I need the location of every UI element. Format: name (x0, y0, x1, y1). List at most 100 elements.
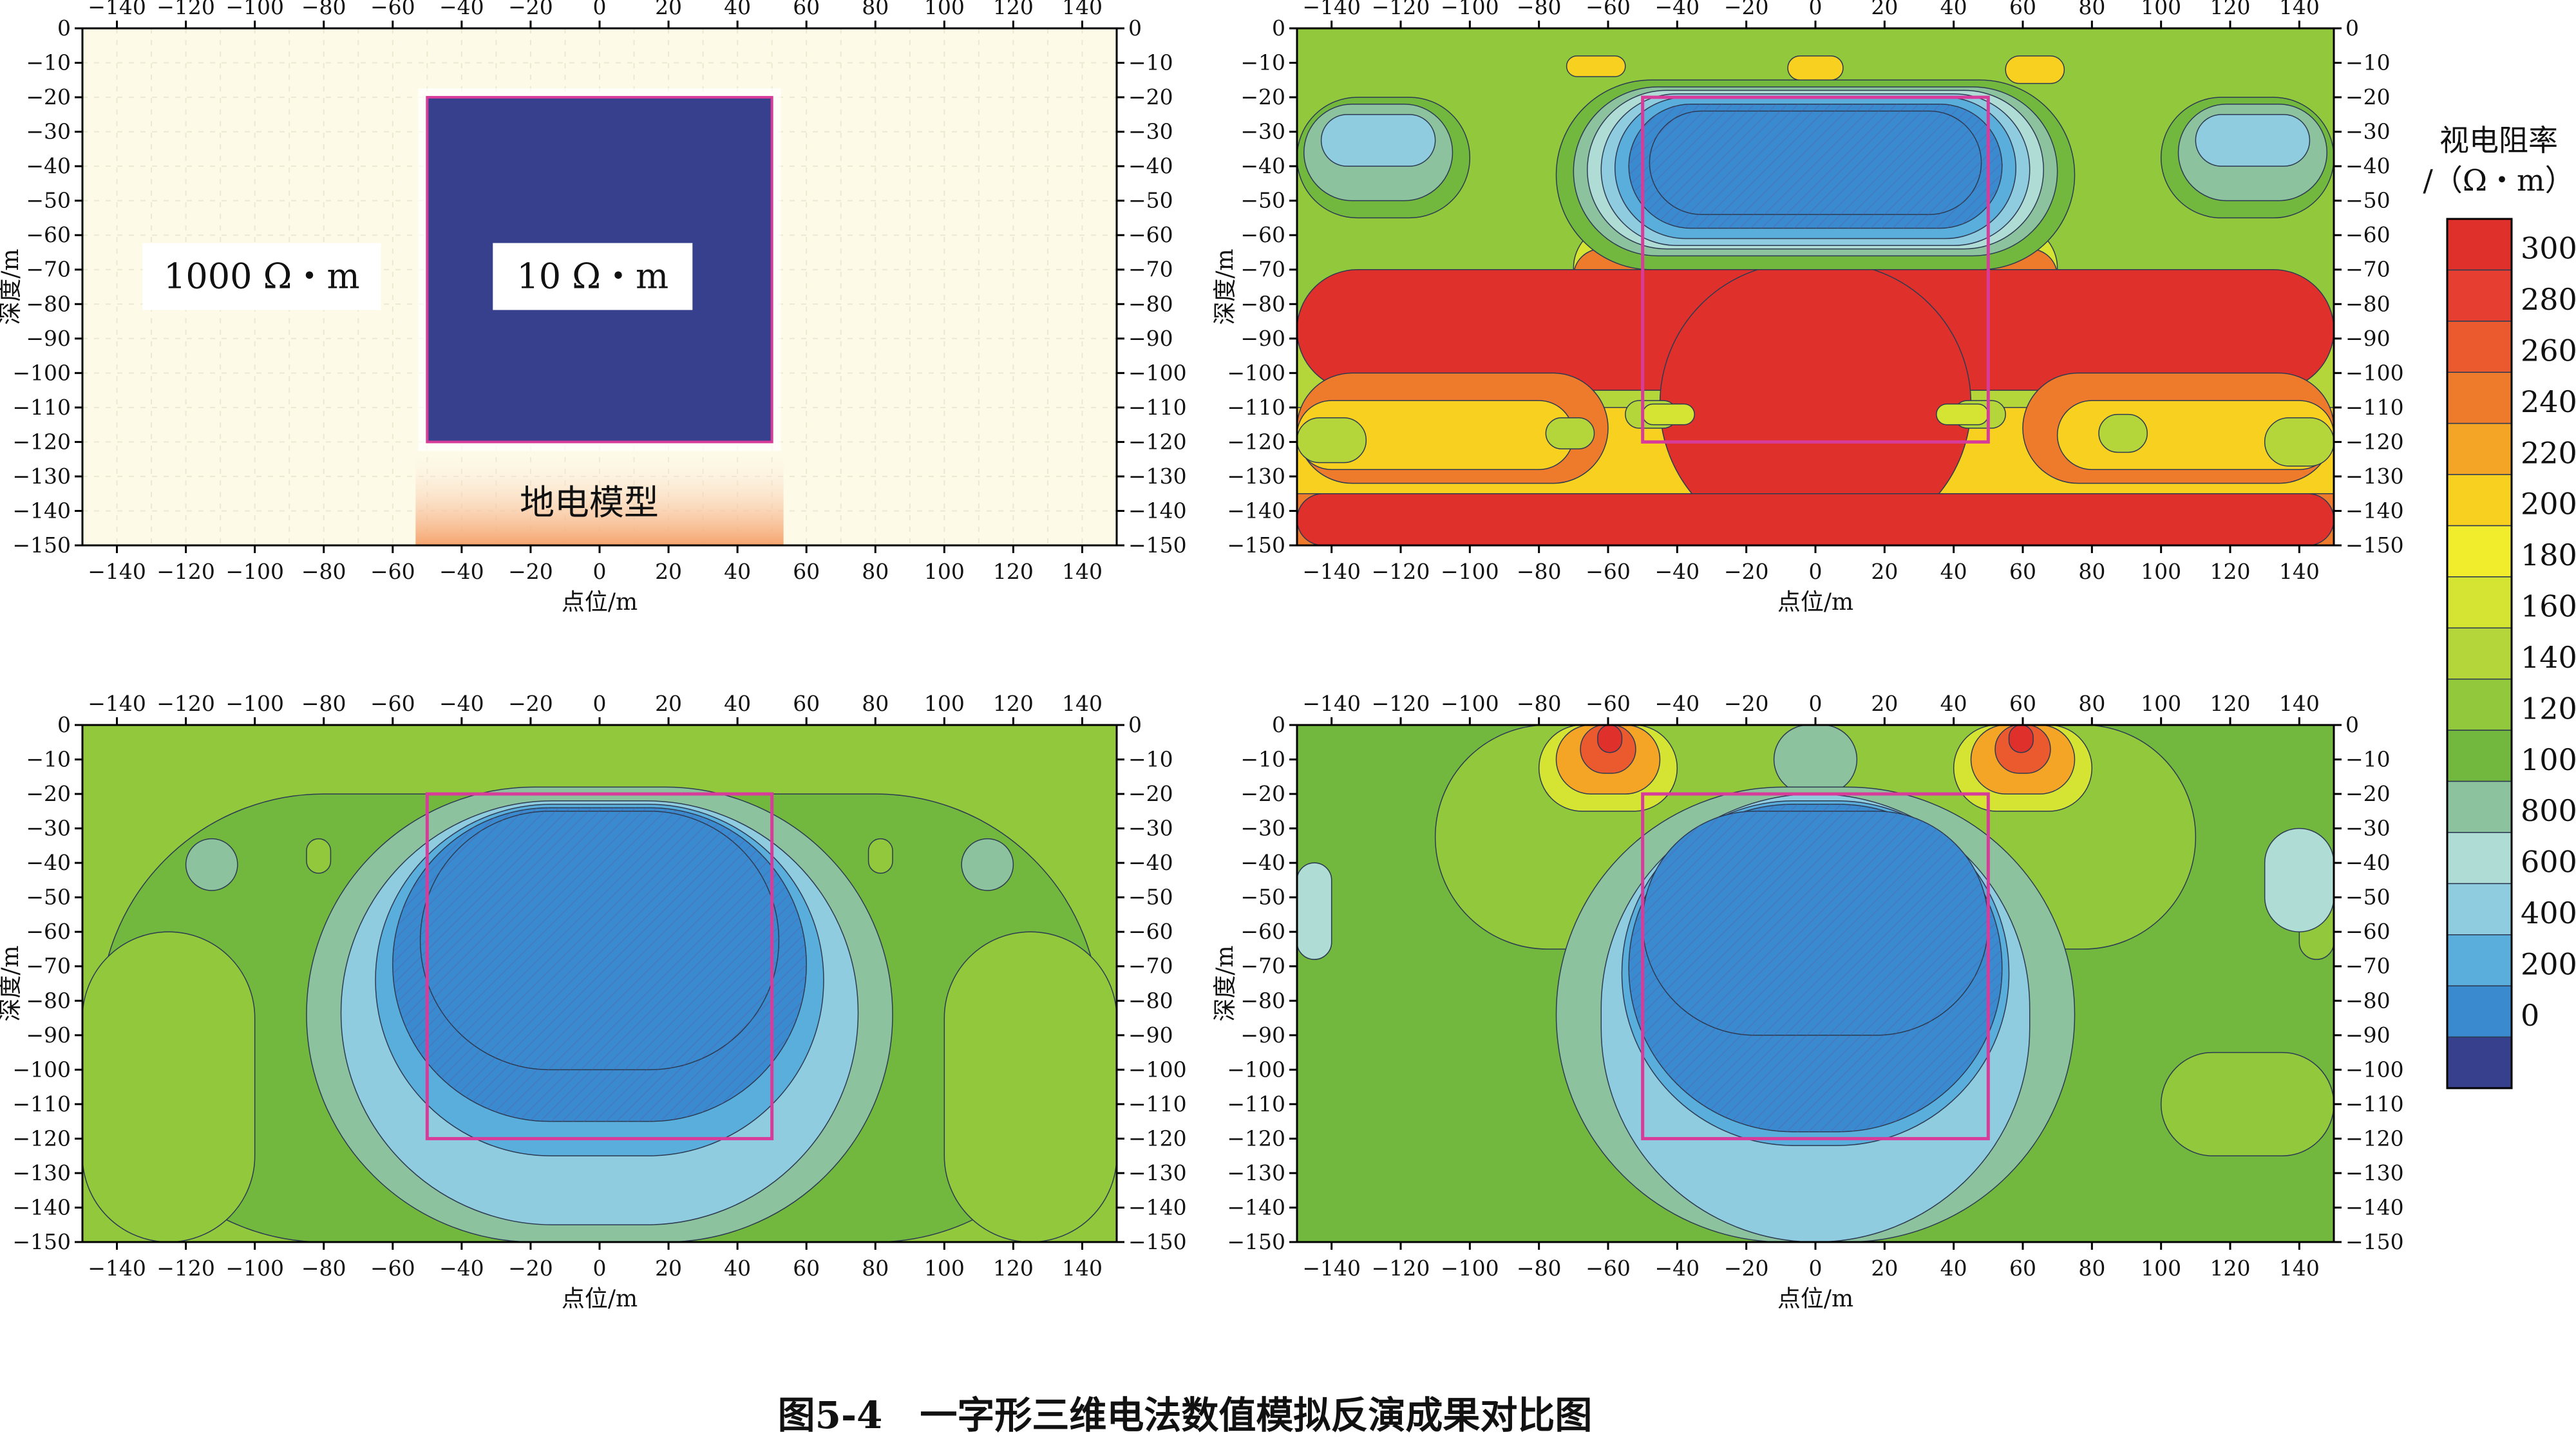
x-tick-label: 0 (593, 1256, 607, 1281)
y-tick-label-right: −10 (2345, 747, 2391, 772)
model-outline (1641, 95, 1990, 444)
x-tick-label-top: 100 (2141, 691, 2181, 716)
x-tick-label: −80 (301, 559, 346, 584)
y-tick-label-right: −140 (1128, 1194, 1187, 1220)
y-tick-label: 0 (1272, 15, 1285, 41)
x-tick-label-top: −80 (301, 0, 346, 19)
contour-region (2098, 413, 2148, 453)
x-tick-label: 20 (1871, 559, 1898, 584)
contour-region (1597, 725, 1623, 753)
legend-swatch (2447, 218, 2512, 271)
x-tick-label: −60 (1586, 559, 1631, 584)
y-tick-label: −90 (1240, 326, 1285, 351)
y-tick-label: −110 (12, 395, 71, 420)
y-tick-label: −10 (26, 50, 71, 75)
legend-swatch (2447, 780, 2512, 833)
x-tick-label-top: −100 (225, 0, 284, 19)
y-tick-label: −70 (1240, 954, 1285, 979)
y-tick-label: −150 (1227, 1229, 1285, 1254)
y-tick-label-right: −40 (2345, 153, 2391, 178)
y-tick-label: −40 (1240, 153, 1285, 178)
x-axis-title: 点位/m (562, 589, 638, 616)
y-tick-label-right: −100 (1128, 360, 1187, 385)
x-tick-label-top: 40 (1940, 691, 1967, 716)
x-tick-label-top: 40 (724, 0, 751, 19)
y-tick-label: −30 (26, 119, 71, 144)
y-tick-label: −140 (12, 498, 71, 523)
y-tick-label: −130 (12, 464, 71, 489)
x-tick-label-top: −60 (370, 0, 415, 19)
legend-tick-label: 1600 (2521, 589, 2576, 624)
x-tick-label: −100 (225, 559, 284, 584)
x-tick-label: 60 (2009, 1256, 2036, 1281)
y-tick-label: −40 (26, 153, 71, 178)
x-tick-label-top: 20 (655, 691, 682, 716)
y-tick-label: −50 (1240, 188, 1285, 213)
x-tick-label: −40 (439, 1256, 484, 1281)
y-tick-label: −150 (12, 1229, 71, 1254)
x-tick-label: 100 (924, 1256, 965, 1281)
y-tick-label: −30 (1240, 119, 1285, 144)
y-tick-label: −60 (1240, 919, 1285, 944)
y-tick-label-right: −80 (1128, 988, 1173, 1013)
y-tick-label-right: −20 (2345, 84, 2391, 109)
x-tick-label: 120 (2210, 559, 2251, 584)
y-tick-label-right: −10 (2345, 50, 2391, 75)
y-tick-label: −90 (26, 1022, 71, 1048)
legend-tick-label: 1200 (2521, 691, 2576, 726)
x-tick-label-top: −80 (1517, 0, 1562, 19)
x-tick-label: 60 (793, 559, 820, 584)
figure-caption: 图5-4 一字形三维电法数值模拟反演成果对比图 (778, 1393, 1593, 1437)
y-axis-title: 深度/m (1212, 249, 1238, 325)
y-tick-label-right: −70 (2345, 257, 2391, 282)
x-axis-title: 点位/m (562, 1286, 638, 1312)
x-tick-label-top: 100 (924, 691, 965, 716)
y-tick-label: −130 (1227, 464, 1285, 489)
x-tick-label-top: −120 (1372, 0, 1430, 19)
contour-region (306, 838, 332, 874)
panel-inversion-3: −140−140−120−120−100−100−80−80−60−60−40−… (1212, 691, 2404, 1312)
y-tick-label: −80 (1240, 988, 1285, 1013)
y-tick-label-right: −130 (1128, 1160, 1187, 1185)
contour-region (2264, 417, 2334, 467)
x-tick-label: 100 (2141, 559, 2181, 584)
contour-field (82, 725, 1117, 1242)
y-tick-label-right: −40 (2345, 850, 2391, 875)
x-tick-label-top: −60 (370, 691, 415, 716)
y-tick-label-right: −70 (2345, 954, 2391, 979)
y-tick-label: −20 (26, 781, 71, 806)
y-tick-label-right: −150 (1128, 532, 1187, 558)
x-tick-label-top: 60 (793, 0, 820, 19)
y-tick-label-right: −10 (1128, 50, 1173, 75)
anomaly-resistivity-label: 10 Ω・m (516, 256, 668, 296)
y-tick-label-right: −110 (2345, 1091, 2404, 1116)
x-tick-label-top: −140 (88, 0, 146, 19)
x-tick-label: 80 (2078, 1256, 2105, 1281)
x-tick-label: 80 (2078, 559, 2105, 584)
contour-region (82, 931, 256, 1242)
x-tick-label-top: −60 (1586, 691, 1631, 716)
x-tick-label: 100 (924, 559, 965, 584)
x-tick-label-top: −100 (1441, 691, 1499, 716)
x-tick-label-top: −40 (1655, 0, 1700, 19)
x-tick-label: −120 (1372, 559, 1430, 584)
contour-hatch (1642, 811, 1989, 1035)
contour-region (1936, 403, 1989, 426)
legend-swatch (2447, 422, 2512, 475)
y-tick-label: −10 (26, 747, 71, 772)
legend-tick-label: 2800 (2521, 282, 2576, 317)
y-tick-label-right: −130 (1128, 464, 1187, 489)
model-glow (415, 442, 784, 545)
y-tick-label: −40 (1240, 850, 1285, 875)
x-tick-label-top: 80 (2078, 0, 2105, 19)
y-axis-title: 深度/m (1212, 945, 1238, 1021)
y-tick-label-right: −20 (1128, 84, 1173, 109)
y-tick-label: 0 (57, 15, 71, 41)
x-tick-label-top: −120 (1372, 691, 1430, 716)
legend-swatch (2447, 1036, 2512, 1089)
y-tick-label-right: −40 (1128, 850, 1173, 875)
y-tick-label: −10 (1240, 50, 1285, 75)
x-tick-label-top: −120 (156, 691, 215, 716)
x-tick-label: −100 (1441, 559, 1499, 584)
